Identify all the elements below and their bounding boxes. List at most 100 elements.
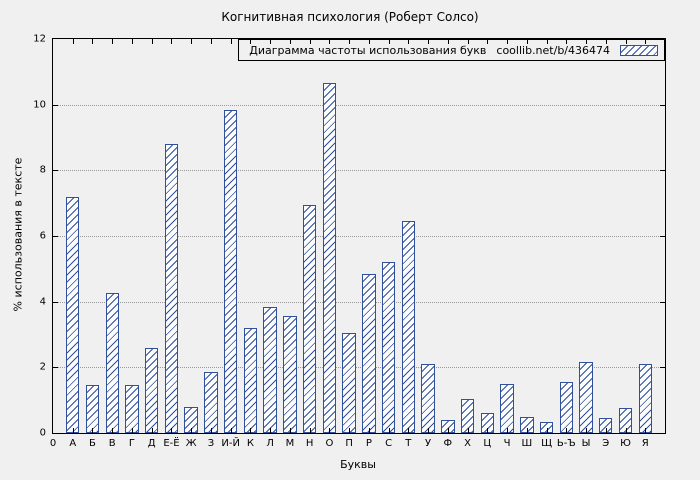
x-tick-mark [309,428,311,433]
bar [184,406,198,433]
x-tick-label: Ш [521,438,533,449]
y-tick-mark [53,170,58,172]
x-tick-mark [230,39,232,44]
x-tick-mark [605,39,607,44]
x-tick-mark [151,39,153,44]
gridline [53,104,665,106]
y-tick-mark [660,170,665,172]
legend-label: Диаграмма частоты использования букв [249,43,487,57]
y-axis-label: % использования в тексте [11,157,25,312]
x-tick-label: Я [641,438,649,449]
x-tick-mark [289,428,291,433]
bar [105,293,119,433]
x-tick-label: Ь-Ъ [556,438,576,449]
bar [579,362,593,433]
x-tick-mark [131,428,133,433]
x-tick-mark [447,39,449,44]
x-tick-label: Ф [443,438,453,449]
x-tick-mark [526,39,528,44]
y-tick-label: 12 [33,33,46,45]
bar [401,221,416,433]
x-tick-mark [92,428,94,433]
gridline [53,170,665,172]
x-tick-label: Х [464,438,472,449]
x-tick-mark [250,39,252,44]
x-tick-mark [467,428,469,433]
x-tick-mark [566,428,568,433]
x-tick-mark [250,428,252,433]
legend: Диаграмма частоты использования букв coo… [238,39,665,61]
x-tick-mark [625,39,627,44]
bar [302,204,317,433]
x-tick-mark [428,39,430,44]
y-tick-mark [53,367,58,369]
x-tick-label: Щ [541,438,553,449]
y-tick-label: 0 [39,427,46,439]
x-tick-mark [507,39,509,44]
legend-swatch-icon [620,44,658,56]
x-tick-label: Ю [620,438,631,449]
y-tick-label: 10 [33,99,46,111]
x-tick-mark [368,39,370,44]
x-tick-mark [447,428,449,433]
bar [164,144,179,433]
bar [204,372,218,433]
x-tick-mark [112,428,114,433]
bar [125,385,139,433]
x-tick-mark [645,428,647,433]
bar [559,382,573,433]
y-tick-mark [660,367,665,369]
bar [283,316,297,433]
x-tick-mark [191,428,193,433]
x-tick-mark [270,39,272,44]
x-tick-mark [309,39,311,44]
x-tick-label: Е-Ё [163,438,180,449]
x-tick-label: З [207,438,215,449]
x-tick-label: У [425,438,432,449]
x-axis-label: Буквы [340,458,376,471]
x-tick-label: Э [602,438,610,449]
x-tick-label: К [246,438,254,449]
x-tick-label: А [69,438,77,449]
x-tick-mark [645,39,647,44]
bar [480,413,495,433]
x-tick-mark [625,428,627,433]
bar [441,419,455,433]
y-tick-label: 4 [39,296,46,308]
x-tick-mark [72,428,74,433]
x-tick-mark [368,428,370,433]
x-tick-mark [349,428,351,433]
bar [66,196,80,433]
bar [322,83,337,433]
y-tick-mark [53,301,58,303]
x-tick-mark [151,428,153,433]
bar [599,418,613,433]
x-tick-label: И-Й [221,438,240,449]
x-tick-label: Ч [503,438,511,449]
bar [223,109,238,433]
x-tick-mark [487,39,489,44]
gridline [53,236,665,237]
y-tick-mark [660,104,665,106]
x-tick-mark [526,428,528,433]
bar [539,421,554,433]
bar [85,385,100,433]
bar [500,383,514,433]
gridline [53,301,665,303]
x-tick-label: 0 [49,438,57,449]
x-tick-label: В [108,438,116,449]
x-tick-mark [329,428,331,433]
y-tick-label: 8 [39,164,46,176]
y-tick-mark [53,104,58,106]
x-tick-mark [92,39,94,44]
x-tick-label: Л [266,438,274,449]
bar [618,408,633,433]
x-tick-label: Б [89,438,96,449]
chart-title: Когнитивная психология (Роберт Солсо) [221,10,479,24]
x-tick-mark [230,428,232,433]
y-tick-mark [660,301,665,303]
x-tick-mark [388,428,390,433]
bar [638,364,652,433]
legend-url: coollib.net/b/436474 [496,43,610,57]
x-tick-mark [388,39,390,44]
